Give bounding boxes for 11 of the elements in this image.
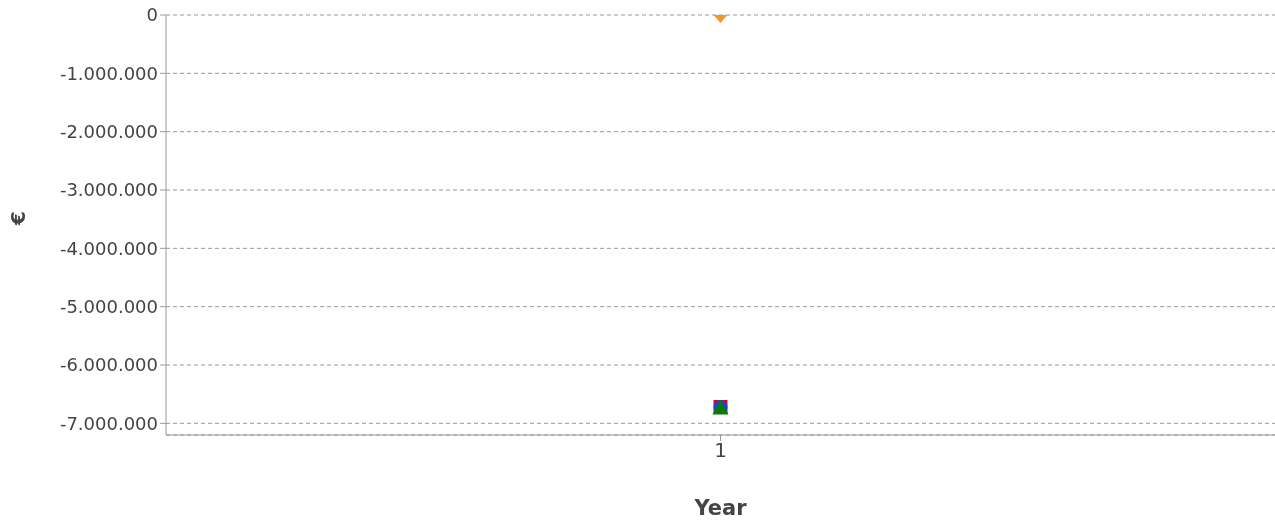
y-tick-label: -1.000.000	[59, 62, 158, 84]
y-tick-label: 0	[146, 4, 158, 26]
y-tick-label: -2.000.000	[59, 121, 158, 143]
y-tick-label: -4.000.000	[59, 237, 158, 259]
y-axis-title: €	[6, 211, 31, 226]
x-axis-title: Year	[693, 496, 748, 520]
x-tick-label: 1	[714, 438, 727, 463]
y-tick-label: -3.000.000	[59, 179, 158, 201]
y-tick-label: -6.000.000	[59, 354, 158, 376]
y-tick-label: -7.000.000	[59, 412, 158, 434]
y-tick-label: -5.000.000	[59, 296, 158, 318]
